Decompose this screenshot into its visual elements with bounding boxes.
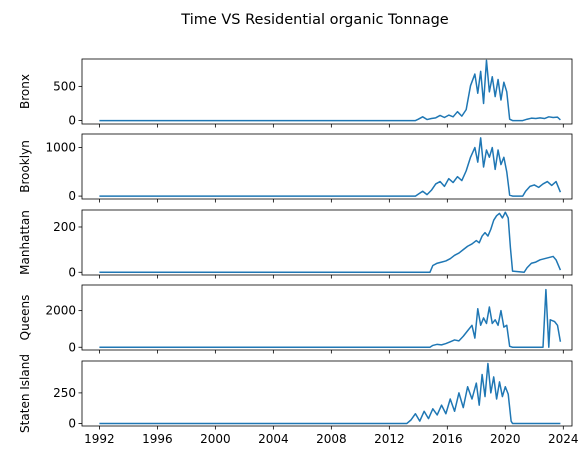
y-tick-label: 2000: [45, 304, 76, 318]
series-line: [99, 288, 562, 348]
y-axis-label: Queens: [18, 295, 32, 341]
y-tick-label: 0: [68, 265, 76, 279]
y-tick-label: 200: [53, 220, 76, 234]
x-tick-label: 2000: [200, 432, 231, 446]
y-tick-label: 0: [68, 189, 76, 203]
series-line: [99, 362, 561, 425]
y-tick-label: 250: [53, 386, 76, 400]
x-tick-label: 2024: [548, 432, 579, 446]
y-axis-label: Staten Island: [18, 354, 32, 433]
x-tick-label: 1996: [142, 432, 173, 446]
axes-frame: [81, 209, 573, 276]
x-tick-label: 2020: [490, 432, 521, 446]
subplot-1: 0 500 Bronx: [18, 58, 573, 128]
chart-title: Time VS Residential organic Tonnage: [180, 12, 449, 28]
x-tick-label: 2004: [258, 432, 289, 446]
axes-frame: [81, 284, 573, 351]
y-tick-label: 500: [53, 79, 76, 93]
y-tick-label: 1000: [45, 141, 76, 155]
series-line: [99, 137, 562, 197]
y-tick-label: 0: [68, 114, 76, 128]
panels-group: 0 500 Bronx 0 1000 Brooklyn 0 200 Manhattan 0 2000…: [18, 58, 579, 446]
subplot-3: 0 200 Manhattan: [18, 209, 573, 279]
y-tick-label: 0: [68, 417, 76, 431]
x-tick-label: 2008: [316, 432, 347, 446]
x-tick-label: 2012: [374, 432, 405, 446]
axes-frame: [81, 58, 573, 125]
subplot-4: 0 2000 Queens: [18, 284, 573, 354]
y-axis-label: Manhattan: [18, 210, 32, 275]
series-line: [99, 59, 561, 122]
y-axis-label: Bronx: [18, 74, 32, 109]
subplot-5: 0 250 1992 1996 2000 2004 2008 2012 2016 2020 2024…: [18, 354, 579, 446]
y-axis-label: Brooklyn: [18, 140, 32, 193]
series-line: [99, 211, 562, 274]
axes-frame: [81, 133, 573, 200]
x-tick-label: 2016: [432, 432, 463, 446]
x-tick-label: 1992: [84, 432, 115, 446]
axes-frame: [81, 360, 573, 427]
subplot-2: 0 1000 Brooklyn: [18, 133, 573, 203]
y-tick-label: 0: [68, 340, 76, 354]
